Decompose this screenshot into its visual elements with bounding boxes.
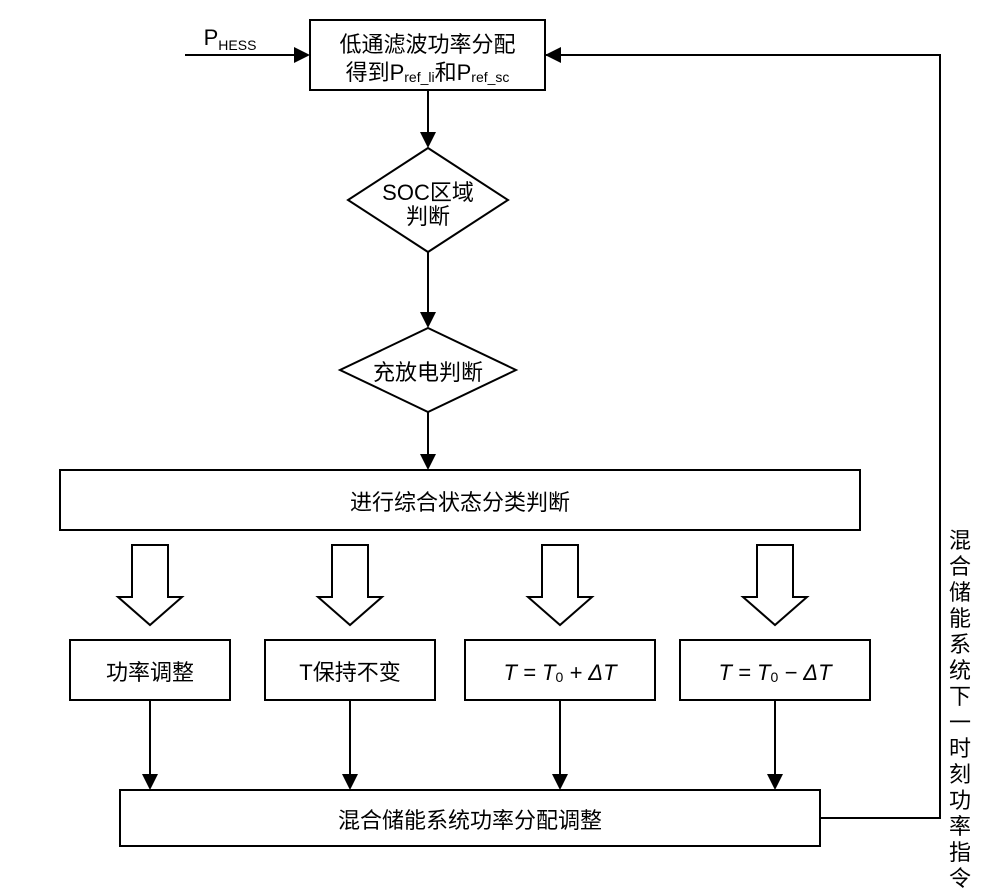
wide-arrow-0 — [118, 545, 182, 625]
label-n1: 低通滤波功率分配 — [339, 32, 515, 57]
label-n2: 判断 — [406, 204, 450, 229]
wide-arrow-2 — [528, 545, 592, 625]
feedback-label: 指 — [949, 840, 971, 865]
feedback-label: 率 — [949, 814, 971, 839]
label-n5: 混合储能系统功率分配调整 — [338, 808, 602, 833]
feedback-label: 一 — [949, 710, 971, 735]
feedback-path — [545, 55, 940, 818]
feedback-label: 合 — [949, 554, 971, 579]
feedback-label: 统 — [949, 658, 971, 683]
label-n2: SOC区域 — [382, 180, 474, 205]
label-b1: 功率调整 — [106, 660, 194, 685]
wide-arrow-3 — [743, 545, 807, 625]
feedback-label: 刻 — [949, 762, 971, 787]
feedback-label: 储 — [949, 580, 971, 605]
feedback-label: 功 — [949, 788, 971, 813]
label-b2: T保持不变 — [299, 660, 400, 685]
label-n4: 进行综合状态分类判断 — [350, 490, 570, 515]
feedback-label: 下 — [949, 684, 971, 709]
wide-arrow-1 — [318, 545, 382, 625]
input-label: PHESS — [204, 25, 257, 53]
label-n3: 充放电判断 — [373, 360, 483, 385]
feedback-label: 时 — [949, 736, 971, 761]
feedback-label: 令 — [949, 866, 971, 891]
feedback-label: 能 — [949, 606, 971, 631]
feedback-label: 系 — [949, 632, 971, 657]
feedback-label: 混 — [949, 528, 971, 553]
